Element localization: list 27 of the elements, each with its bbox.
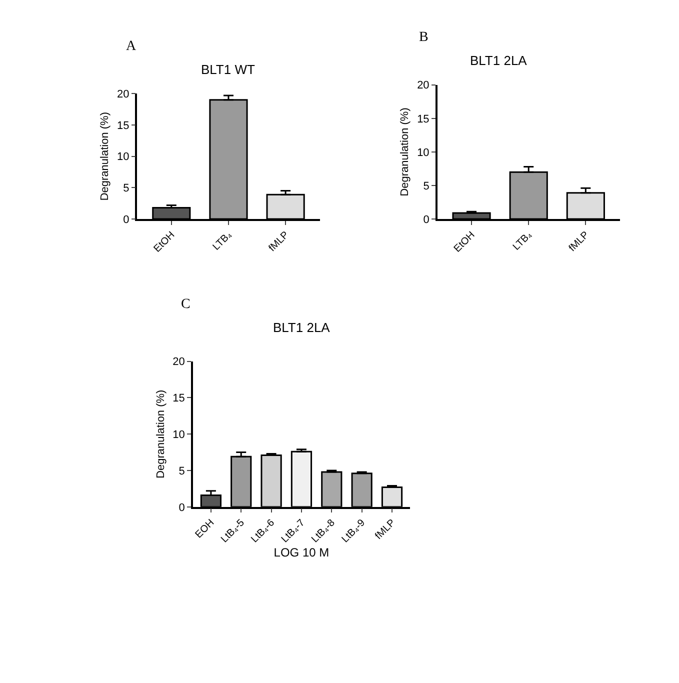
y-tick-label: 20	[417, 80, 430, 92]
chart-title: BLT1 WT	[201, 62, 255, 77]
y-tick-label: 0	[178, 502, 185, 514]
y-tick-label: 10	[417, 146, 430, 159]
chart-title: BLT1 2LA	[273, 320, 330, 335]
y-tick-label: 5	[423, 180, 430, 192]
y-tick-label: 0	[123, 214, 130, 226]
y-tick-label: 20	[172, 356, 185, 368]
y-axis-title: Degranulation (%)	[399, 108, 412, 196]
y-tick-label: 15	[417, 113, 430, 126]
text: A	[126, 39, 137, 54]
x-tick-label: LTB₄	[511, 230, 534, 253]
y-tick-label: 20	[116, 88, 130, 100]
text: C	[181, 297, 190, 312]
y-axis-title: Degranulation (%)	[99, 112, 112, 201]
x-axis-title: LOG 10 M	[274, 546, 330, 560]
y-tick-label: 10	[172, 428, 185, 441]
y-axis-title: Degranulation (%)	[154, 390, 167, 478]
chart-title: BLT1 2LA	[470, 53, 528, 68]
y-tick-label: 15	[172, 392, 185, 405]
text: B	[419, 30, 428, 45]
y-tick-label: 5	[178, 465, 185, 478]
x-tick-label: LTB₄	[211, 230, 234, 253]
y-tick-label: 10	[116, 151, 130, 164]
y-tick-label: 5	[123, 182, 130, 195]
y-tick-label: 0	[423, 214, 430, 226]
y-tick-label: 15	[116, 120, 130, 132]
